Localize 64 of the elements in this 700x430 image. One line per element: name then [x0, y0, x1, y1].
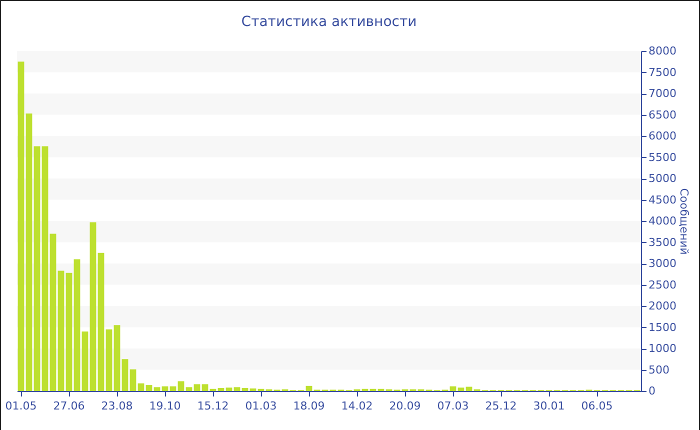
y-tick-label: 4500: [648, 193, 676, 206]
y-tick-label: 3000: [648, 257, 676, 270]
bar: [234, 387, 240, 391]
y-tick-label: 6500: [648, 108, 676, 122]
y-tick-label: 3500: [648, 236, 676, 249]
x-tick-label: 20.09: [389, 400, 421, 412]
x-tick-label: 30.01: [533, 400, 565, 412]
bar: [242, 388, 248, 391]
bar: [218, 388, 224, 391]
bar: [194, 384, 200, 391]
bar: [98, 252, 104, 391]
bar: [202, 384, 208, 391]
y-tick-label: 1500: [648, 320, 676, 334]
bar: [306, 386, 312, 391]
y-tick-label: 2000: [648, 300, 676, 312]
bar: [26, 113, 32, 391]
y-tick-label: 5000: [648, 172, 676, 185]
x-tick-label: 14.02: [341, 400, 373, 412]
y-axis-title: Сообщений: [677, 188, 690, 255]
y-tick-label: 2500: [648, 278, 676, 292]
y-tick-label: 8000: [648, 44, 676, 58]
y-tick-label: 1000: [648, 342, 676, 355]
bar: [34, 146, 40, 391]
bar: [178, 381, 184, 391]
bar: [154, 387, 160, 391]
bar: [450, 386, 456, 391]
bar: [90, 222, 96, 391]
x-tick-label: 18.09: [293, 400, 325, 412]
x-tick-label: 01.03: [245, 400, 277, 412]
bar: [250, 388, 256, 391]
bar: [58, 270, 64, 391]
bar: [42, 146, 48, 391]
y-tick-label: 6000: [648, 130, 676, 142]
bar: [74, 259, 80, 391]
x-tick-label: 01.05: [5, 400, 37, 412]
bar: [138, 383, 144, 391]
bar: [130, 369, 136, 391]
bar: [66, 272, 72, 391]
x-tick-label: 27.06: [53, 400, 85, 412]
bar: [50, 234, 56, 391]
y-tick-label: 7500: [648, 66, 676, 79]
y-tick-label: 7000: [648, 87, 676, 100]
bar: [170, 386, 176, 391]
bar: [162, 386, 168, 391]
bar: [18, 62, 24, 391]
chart-title: Статистика активности: [241, 14, 417, 30]
bar: [106, 329, 112, 391]
bar: [458, 388, 464, 391]
bar: [146, 385, 152, 391]
x-tick-label: 06.05: [581, 400, 613, 412]
bar: [226, 388, 232, 391]
bar: [122, 359, 128, 391]
x-tick-label: 23.08: [101, 400, 133, 412]
y-tick-label: 0: [648, 384, 656, 398]
x-tick-label: 25.12: [485, 400, 517, 412]
x-tick-label: 07.03: [437, 400, 469, 412]
bar: [114, 325, 120, 391]
bar: [82, 332, 88, 391]
x-tick-label: 19.10: [149, 400, 181, 412]
bar: [186, 387, 192, 391]
y-tick-label: 4000: [648, 214, 676, 228]
x-tick-label: 15.12: [197, 400, 229, 412]
y-tick-label: 500: [648, 363, 670, 376]
y-tick-label: 5500: [648, 150, 676, 164]
